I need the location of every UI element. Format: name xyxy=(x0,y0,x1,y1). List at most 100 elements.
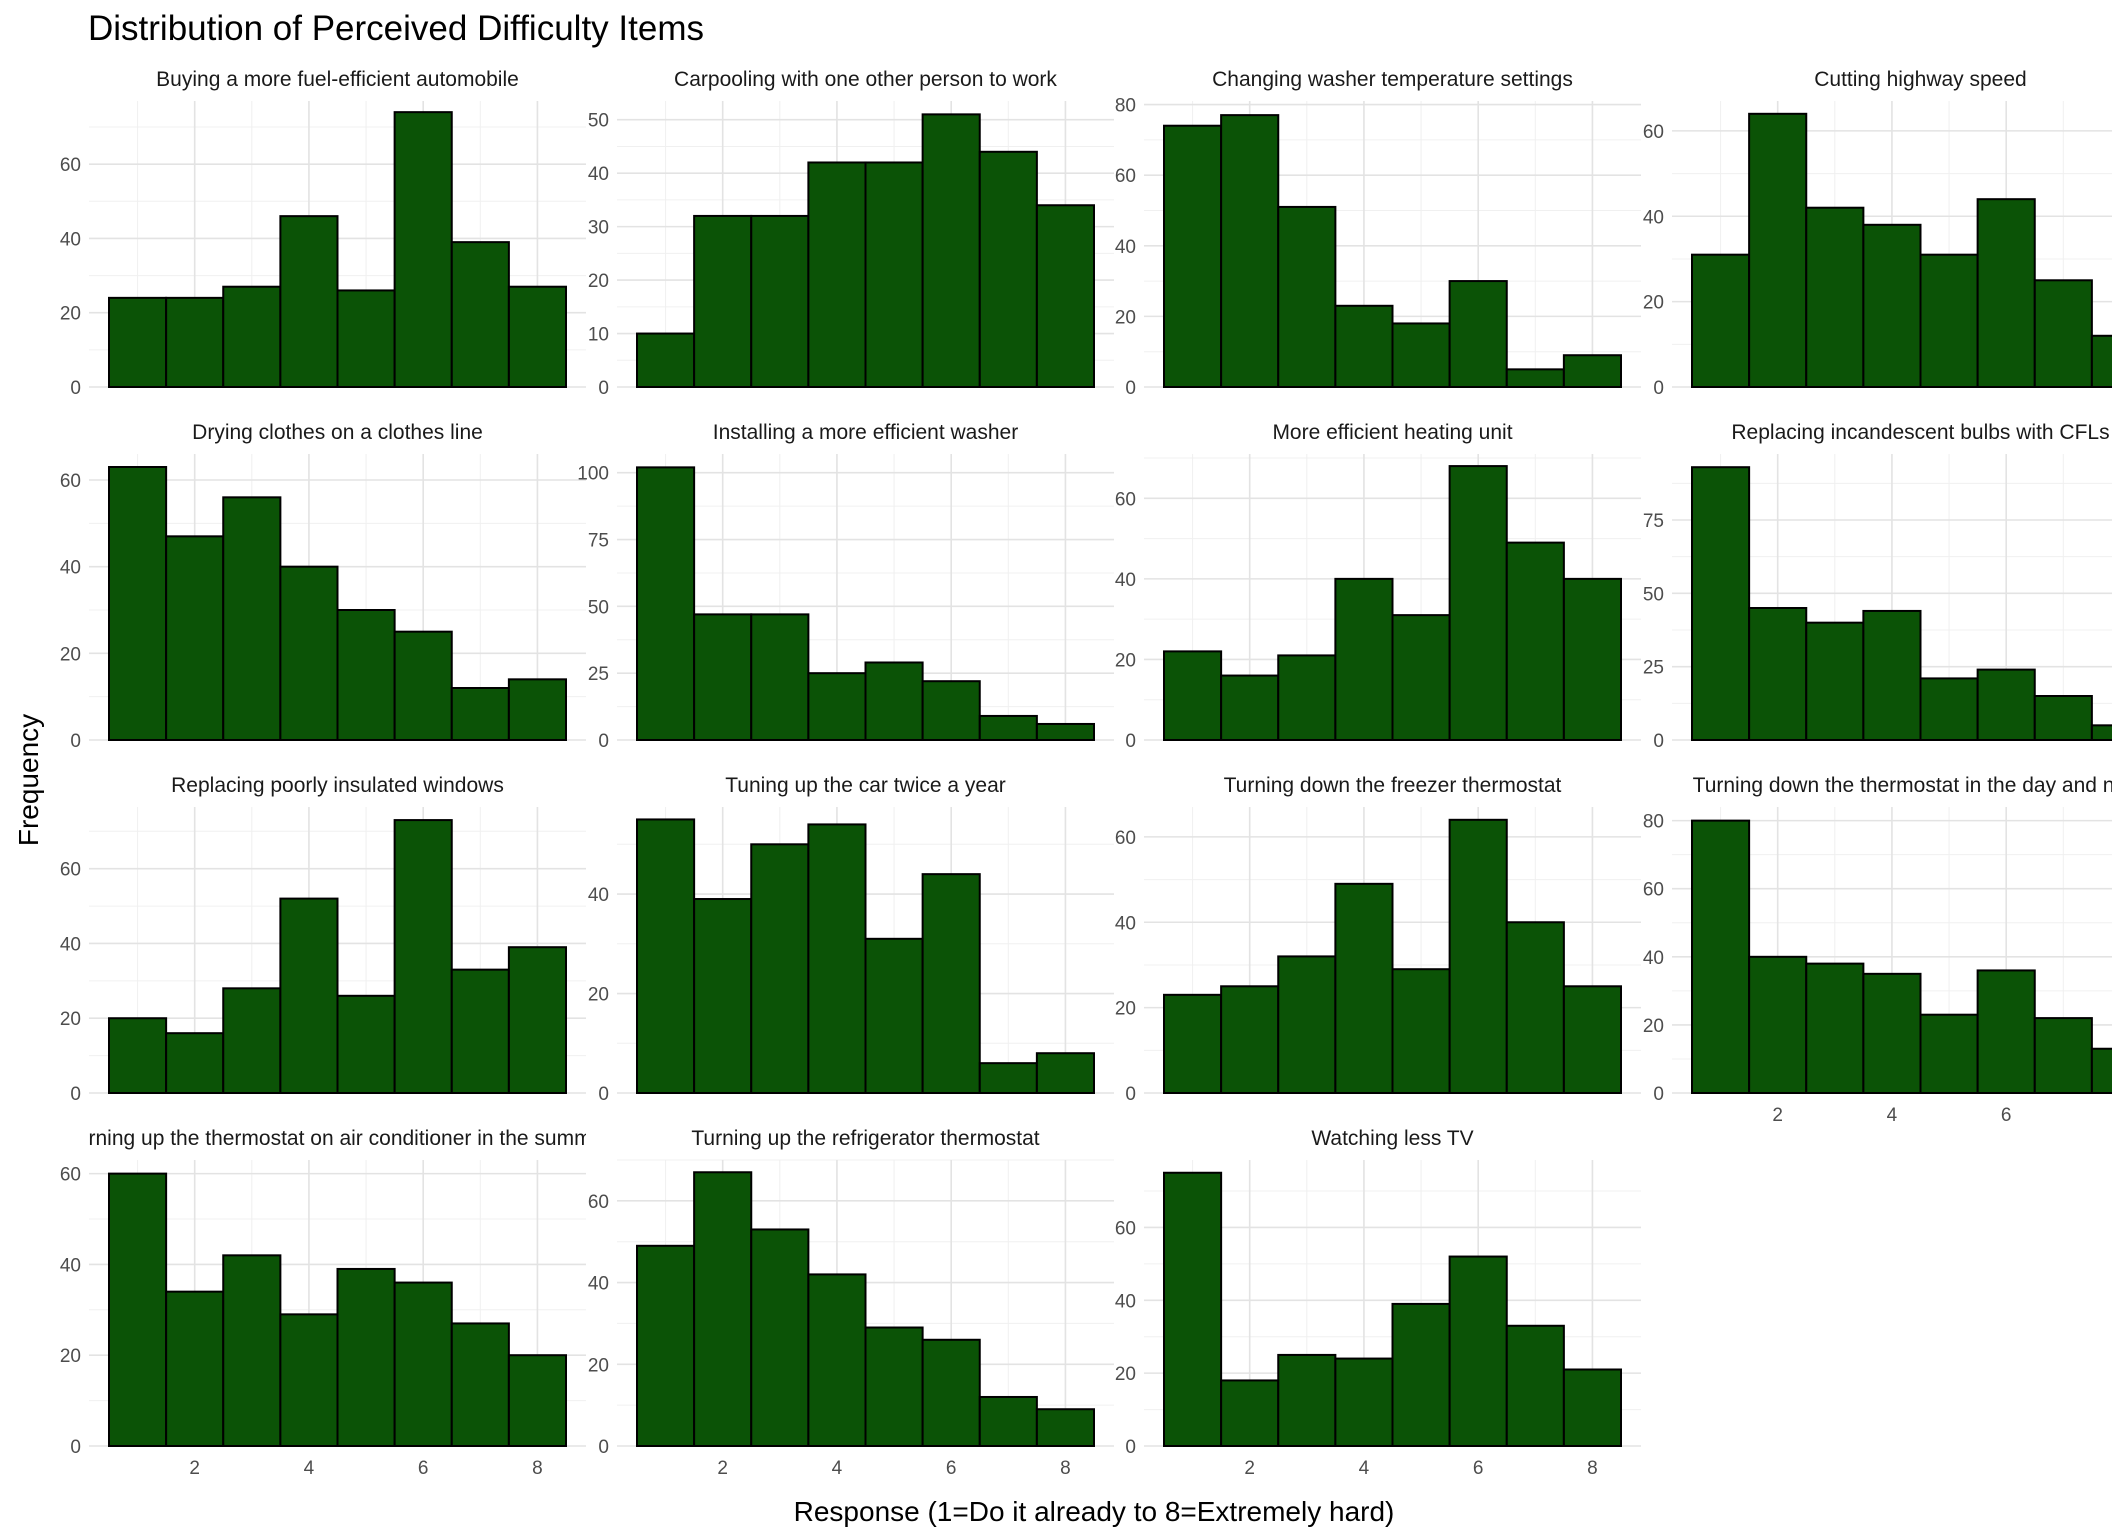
histogram-bar xyxy=(279,215,339,388)
histogram-bar xyxy=(1163,993,1223,1095)
histogram-bar xyxy=(393,819,453,1094)
y-tick-label: 40 xyxy=(1115,237,1136,258)
histogram-bar xyxy=(507,285,567,389)
panel-title: Watching less TV xyxy=(1311,1127,1473,1150)
histogram-bar xyxy=(279,1313,339,1448)
y-tick-label: 0 xyxy=(1653,731,1664,752)
facet-panel: Buying a more fuel-efficient automobile 0… xyxy=(60,68,586,399)
histogram-bar xyxy=(1220,985,1280,1094)
histogram-bar xyxy=(921,873,981,1094)
histogram-bar xyxy=(1391,322,1451,389)
panel-title: Turning down the freezer thermostat xyxy=(1224,774,1562,797)
histogram-bar xyxy=(1163,650,1223,742)
histogram-bar xyxy=(165,1032,225,1094)
histogram-bar xyxy=(978,714,1038,741)
histogram-bar xyxy=(864,661,924,741)
histogram-bar xyxy=(1448,280,1508,388)
histogram-bar xyxy=(1919,253,1979,388)
panel-title: Replacing incandescent bulbs with CFLs xyxy=(1731,421,2109,444)
histogram-bar xyxy=(1748,112,1808,388)
facet-panel: Tuning up the car twice a year 0 20 40 xyxy=(588,774,1114,1105)
panel-title: Installing a more efficient washer xyxy=(713,421,1018,444)
histogram-bar xyxy=(165,1290,225,1447)
histogram-bar xyxy=(807,161,867,388)
y-tick-label: 20 xyxy=(1115,307,1136,328)
y-tick-label: 50 xyxy=(588,111,609,132)
y-tick-label: 0 xyxy=(70,731,81,752)
y-tick-label: 30 xyxy=(588,218,609,239)
y-tick-label: 60 xyxy=(60,860,81,881)
y-tick-label: 40 xyxy=(1643,948,1664,969)
histogram-bar xyxy=(1562,985,1622,1094)
y-tick-label: 20 xyxy=(1643,1016,1664,1037)
facet-panel: More efficient heating unit 0 20 40 60 xyxy=(1115,421,1641,752)
y-tick-label: 20 xyxy=(60,304,81,325)
y-tick-label: 40 xyxy=(60,229,81,250)
histogram-bar xyxy=(165,296,225,389)
y-tick-label: 20 xyxy=(588,985,609,1006)
facet-panel: Watching less TV 0 20 40 60 2 4 6 8 xyxy=(1115,1127,1641,1479)
histogram-bar xyxy=(1277,654,1337,741)
histogram-bar xyxy=(2033,279,2093,388)
histogram-bar xyxy=(1976,969,2036,1095)
histogram-bar xyxy=(1919,1013,1979,1095)
histogram-bar xyxy=(807,823,867,1094)
x-tick-label: 8 xyxy=(532,1458,543,1479)
histogram-bar xyxy=(750,613,810,742)
y-tick-label: 0 xyxy=(70,1084,81,1105)
histogram-bar xyxy=(450,1322,510,1448)
panel-title: Turning up the thermostat on air conditi… xyxy=(65,1127,611,1150)
histogram-bar xyxy=(108,1017,168,1094)
chart-title: Distribution of Perceived Difficulty Ite… xyxy=(88,9,704,48)
histogram-bar xyxy=(393,1281,453,1447)
histogram-bar xyxy=(279,897,339,1095)
histogram-bar xyxy=(636,818,696,1094)
x-tick-label: 6 xyxy=(418,1458,429,1479)
facet-panel: Turning up the thermostat on air conditi… xyxy=(60,1127,611,1479)
y-tick-label: 60 xyxy=(1115,166,1136,187)
panel-title: Replacing poorly insulated windows xyxy=(171,774,504,797)
y-tick-label: 80 xyxy=(1115,96,1136,117)
x-tick-label: 4 xyxy=(1887,1105,1898,1126)
histogram-bar xyxy=(2090,1047,2112,1094)
histogram-bar xyxy=(1562,577,1622,741)
y-tick-label: 60 xyxy=(1115,828,1136,849)
histogram-bar xyxy=(1163,1171,1223,1447)
histogram-bar xyxy=(1805,206,1865,388)
y-tick-label: 60 xyxy=(60,1165,81,1186)
histogram-bar xyxy=(978,1062,1038,1094)
histogram-bar xyxy=(279,565,339,742)
panel-title: Drying clothes on a clothes line xyxy=(192,421,483,444)
x-tick-label: 4 xyxy=(832,1458,843,1479)
histogram-bar xyxy=(978,150,1038,388)
histogram-bar xyxy=(1919,677,1979,742)
y-tick-label: 40 xyxy=(588,885,609,906)
histogram-bar xyxy=(450,241,510,388)
histogram-bar xyxy=(1220,114,1280,389)
x-tick-label: 8 xyxy=(1060,1458,1071,1479)
y-tick-label: 20 xyxy=(60,1346,81,1367)
histogram-bar xyxy=(1505,1324,1565,1448)
y-tick-label: 60 xyxy=(60,155,81,176)
facet-panel: Installing a more efficient washer 0 25 50 7… xyxy=(577,421,1114,752)
histogram-bar xyxy=(1448,465,1508,741)
y-tick-label: 75 xyxy=(588,531,609,552)
y-tick-label: 20 xyxy=(588,271,609,292)
histogram-bar xyxy=(921,680,981,742)
histogram-bar xyxy=(693,898,753,1094)
histogram-bar xyxy=(1334,304,1394,389)
histogram-bar xyxy=(1805,621,1865,742)
histogram-bar xyxy=(450,687,510,741)
histogram-bar xyxy=(1805,962,1865,1094)
x-axis-title: Response (1=Do it already to 8=Extremely… xyxy=(794,1496,1395,1527)
histogram-bar xyxy=(507,678,567,741)
histogram-bar xyxy=(1391,1302,1451,1448)
histogram-bar xyxy=(1277,955,1337,1095)
y-tick-label: 0 xyxy=(1125,378,1136,399)
panel-title: Tuning up the car twice a year xyxy=(725,774,1006,797)
y-tick-label: 40 xyxy=(1115,913,1136,934)
panel-title: More efficient heating unit xyxy=(1272,421,1512,444)
histogram-bar xyxy=(1448,1255,1508,1447)
histogram-bar xyxy=(108,466,168,741)
y-tick-label: 0 xyxy=(1653,378,1664,399)
